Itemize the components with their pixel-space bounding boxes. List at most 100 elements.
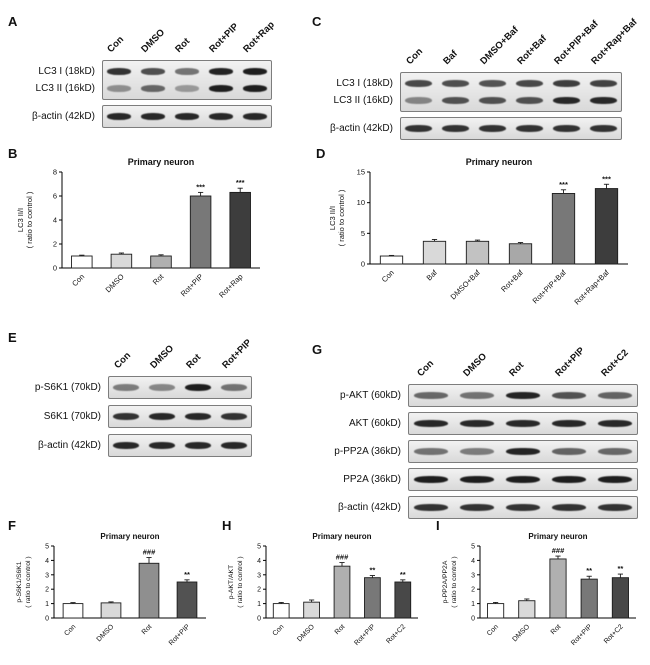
x-tick-label: Rot+PIP bbox=[179, 272, 205, 298]
x-tick-label: Rot bbox=[141, 623, 154, 636]
y-tick-label: 10 bbox=[357, 198, 365, 207]
y-tick-label: 4 bbox=[257, 558, 261, 565]
significance-label: ** bbox=[369, 566, 375, 575]
blot-row-label: p-PP2A (36kD) bbox=[334, 446, 401, 457]
blot-band bbox=[479, 97, 506, 104]
blot-band bbox=[113, 442, 139, 449]
panel-label-F: F bbox=[8, 518, 16, 533]
blot-band bbox=[506, 504, 540, 511]
x-tick-label: Con bbox=[63, 623, 77, 637]
blot-box bbox=[108, 434, 252, 457]
panel-label-D: D bbox=[316, 146, 326, 161]
bar bbox=[303, 601, 320, 619]
significance-label: ** bbox=[184, 570, 190, 579]
y-tick-label: 2 bbox=[257, 587, 261, 594]
blot-band bbox=[516, 80, 543, 87]
y-tick-label: 5 bbox=[471, 544, 475, 551]
blot-band bbox=[405, 97, 432, 104]
blot-band bbox=[149, 384, 175, 391]
blot-band bbox=[516, 97, 543, 104]
blot-row-label: p-S6K1 (70kD) bbox=[34, 382, 101, 393]
x-tick-label: Con bbox=[486, 623, 500, 637]
bar bbox=[487, 603, 505, 619]
blot-band bbox=[552, 504, 586, 511]
bar-chart-svg: Primary neuron 0 5 10 15 LC3 II/I( ratio to c… bbox=[328, 157, 628, 307]
blot-band bbox=[598, 476, 632, 483]
x-tick-label: Rot+C2 bbox=[385, 623, 407, 645]
lane-label: Rot+PIP bbox=[219, 337, 254, 371]
bar bbox=[580, 578, 598, 619]
blot-row-label: PP2A (36kD) bbox=[343, 474, 401, 485]
significance-label: ### bbox=[552, 546, 565, 555]
chart-title: Primary neuron bbox=[312, 532, 371, 541]
blot-row-label: β-actin (42kD) bbox=[330, 123, 393, 134]
y-tick-label: 2 bbox=[53, 240, 57, 249]
significance-label: ### bbox=[143, 548, 156, 557]
x-tick-label: Con bbox=[380, 268, 396, 284]
blot-band bbox=[149, 413, 175, 420]
blot-band bbox=[242, 85, 268, 92]
lane-label: DMSO+Baf bbox=[478, 24, 521, 67]
bar-chart-panel-D: Primary neuron 0 5 10 15 LC3 II/I( ratio to c… bbox=[326, 152, 636, 318]
y-tick-label: 3 bbox=[471, 572, 475, 579]
blot-band bbox=[140, 68, 166, 75]
x-tick-label: Rot bbox=[151, 271, 166, 286]
bar bbox=[379, 255, 404, 265]
bar-chart-panel-H: Primary neuron 0 1 2 3 4 5 p-AKT/AKT( ratio to … bbox=[224, 528, 426, 662]
x-tick-label: Rot+Rap+Baf bbox=[572, 267, 611, 306]
y-tick-label: 0 bbox=[53, 264, 57, 273]
bar-chart-panel-I: Primary neuron 0 1 2 3 4 5 p-PP2A/PP2A( ratio t… bbox=[438, 528, 644, 662]
bar bbox=[150, 255, 172, 269]
blot-band bbox=[460, 448, 494, 455]
lane-label: DMSO bbox=[147, 343, 176, 371]
bar bbox=[333, 565, 351, 619]
blot-row-label: AKT (60kD) bbox=[348, 418, 401, 429]
y-tick-label: 5 bbox=[45, 544, 49, 551]
panel-label-G: G bbox=[312, 342, 323, 357]
x-tick-label: Rot+PIP bbox=[353, 623, 377, 647]
blot-band bbox=[185, 384, 211, 391]
blot-row-label: β-actin (42kD) bbox=[38, 440, 101, 451]
blot-band bbox=[414, 420, 448, 427]
bar-chart-panel-B: Primary neuron 0 2 4 6 8 LC3 II/I( ratio to co… bbox=[14, 152, 270, 318]
y-tick-label: 6 bbox=[53, 192, 57, 201]
y-tick-label: 0 bbox=[471, 616, 475, 623]
bar bbox=[508, 243, 533, 265]
x-tick-label: Rot+PIP bbox=[168, 623, 192, 647]
blot-band bbox=[242, 68, 268, 75]
blot-band bbox=[598, 504, 632, 511]
lane-label: Baf bbox=[441, 48, 460, 67]
y-axis-label: ( ratio to control ) bbox=[451, 556, 458, 607]
lane-label: Con bbox=[404, 46, 425, 67]
y-axis-label: p-AKT/AKT bbox=[228, 565, 235, 599]
blot-band bbox=[208, 85, 234, 92]
y-axis-label: ( ratio to control ) bbox=[25, 556, 32, 607]
blot-band bbox=[414, 504, 448, 511]
blot-band bbox=[479, 125, 506, 132]
blot-box bbox=[102, 60, 272, 100]
x-tick-label: Baf bbox=[425, 267, 440, 282]
blot-band bbox=[506, 448, 540, 455]
blot-band bbox=[553, 97, 580, 104]
blot-band bbox=[590, 97, 617, 104]
significance-label: ** bbox=[617, 564, 623, 573]
blot-band bbox=[106, 113, 132, 120]
blot-band bbox=[208, 68, 234, 75]
blot-band bbox=[221, 413, 247, 420]
y-tick-label: 3 bbox=[45, 572, 49, 579]
panel-label-I: I bbox=[436, 518, 440, 533]
blot-band bbox=[174, 113, 200, 120]
blot-band bbox=[590, 80, 617, 87]
significance-label: *** bbox=[236, 178, 245, 187]
x-tick-label: Rot+Baf bbox=[499, 267, 525, 293]
bar bbox=[549, 558, 567, 619]
bar bbox=[100, 602, 122, 619]
y-tick-label: 1 bbox=[471, 601, 475, 608]
blot-band bbox=[140, 85, 166, 92]
y-tick-label: 5 bbox=[257, 544, 261, 551]
x-tick-label: Con bbox=[272, 623, 286, 637]
lane-label: DMSO bbox=[139, 27, 168, 55]
y-axis-label: ( ratio to control ) bbox=[337, 189, 346, 246]
blot-band bbox=[460, 392, 494, 399]
y-axis-label: ( ratio to control ) bbox=[25, 191, 34, 248]
